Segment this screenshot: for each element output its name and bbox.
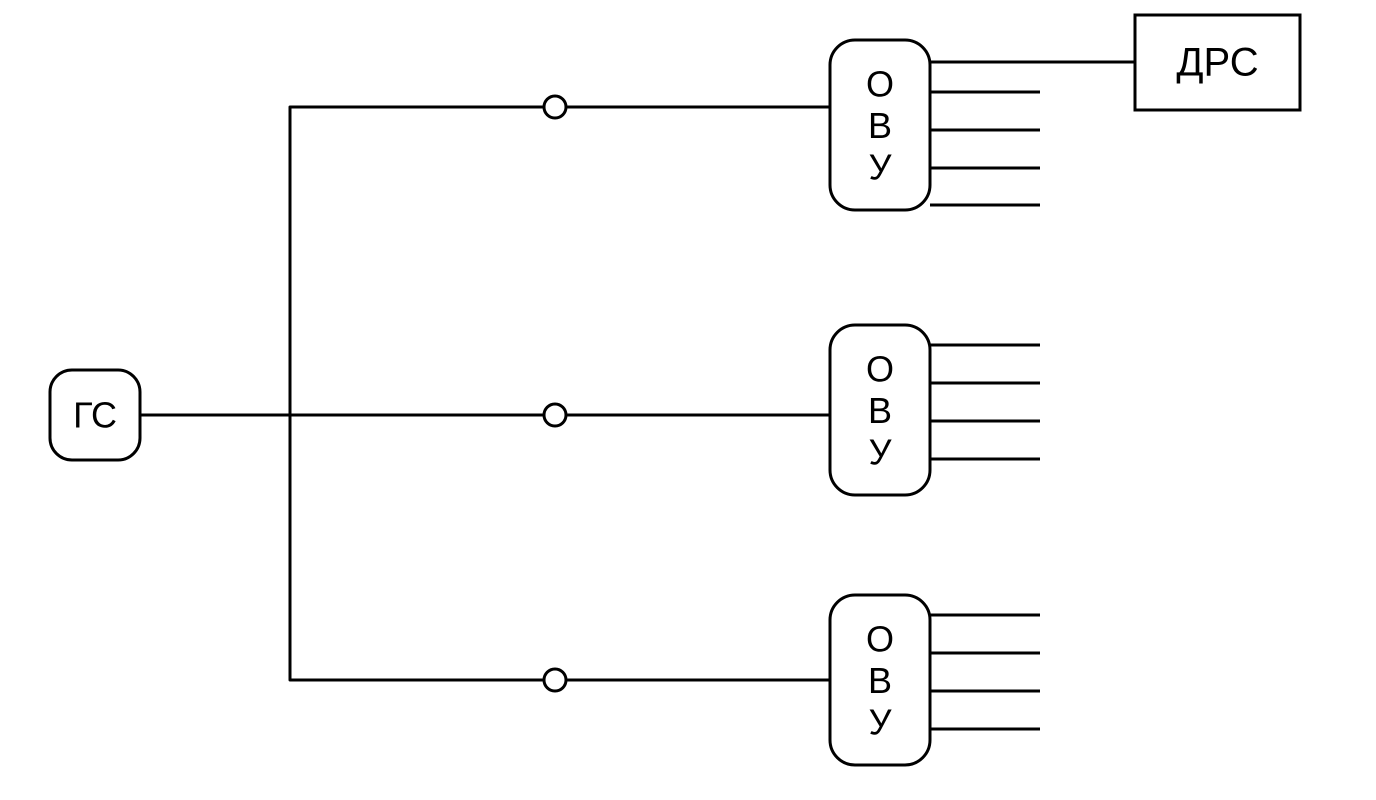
node-gs-label: ГС (73, 395, 117, 436)
node-ovy3-label: ОВУ (866, 618, 894, 742)
node-ovy2: ОВУ (830, 325, 930, 495)
node-ovy3: ОВУ (830, 595, 930, 765)
node-gs: ГС (50, 370, 140, 460)
edge-gs-ovy3 (140, 415, 830, 680)
edge-marker-gs-ovy2 (544, 404, 566, 426)
node-ovy2-label: ОВУ (866, 348, 894, 472)
node-drs: ДРС (1135, 15, 1300, 110)
edge-marker-gs-ovy1 (544, 96, 566, 118)
node-ovy1: ОВУ (830, 40, 930, 210)
network-diagram: ГС ОВУ ОВУ ОВУ ДРС (0, 0, 1376, 800)
node-ovy1-label: ОВУ (866, 63, 894, 187)
node-drs-label: ДРС (1176, 41, 1258, 85)
edge-gs-ovy1 (140, 107, 830, 415)
edge-marker-gs-ovy3 (544, 669, 566, 691)
